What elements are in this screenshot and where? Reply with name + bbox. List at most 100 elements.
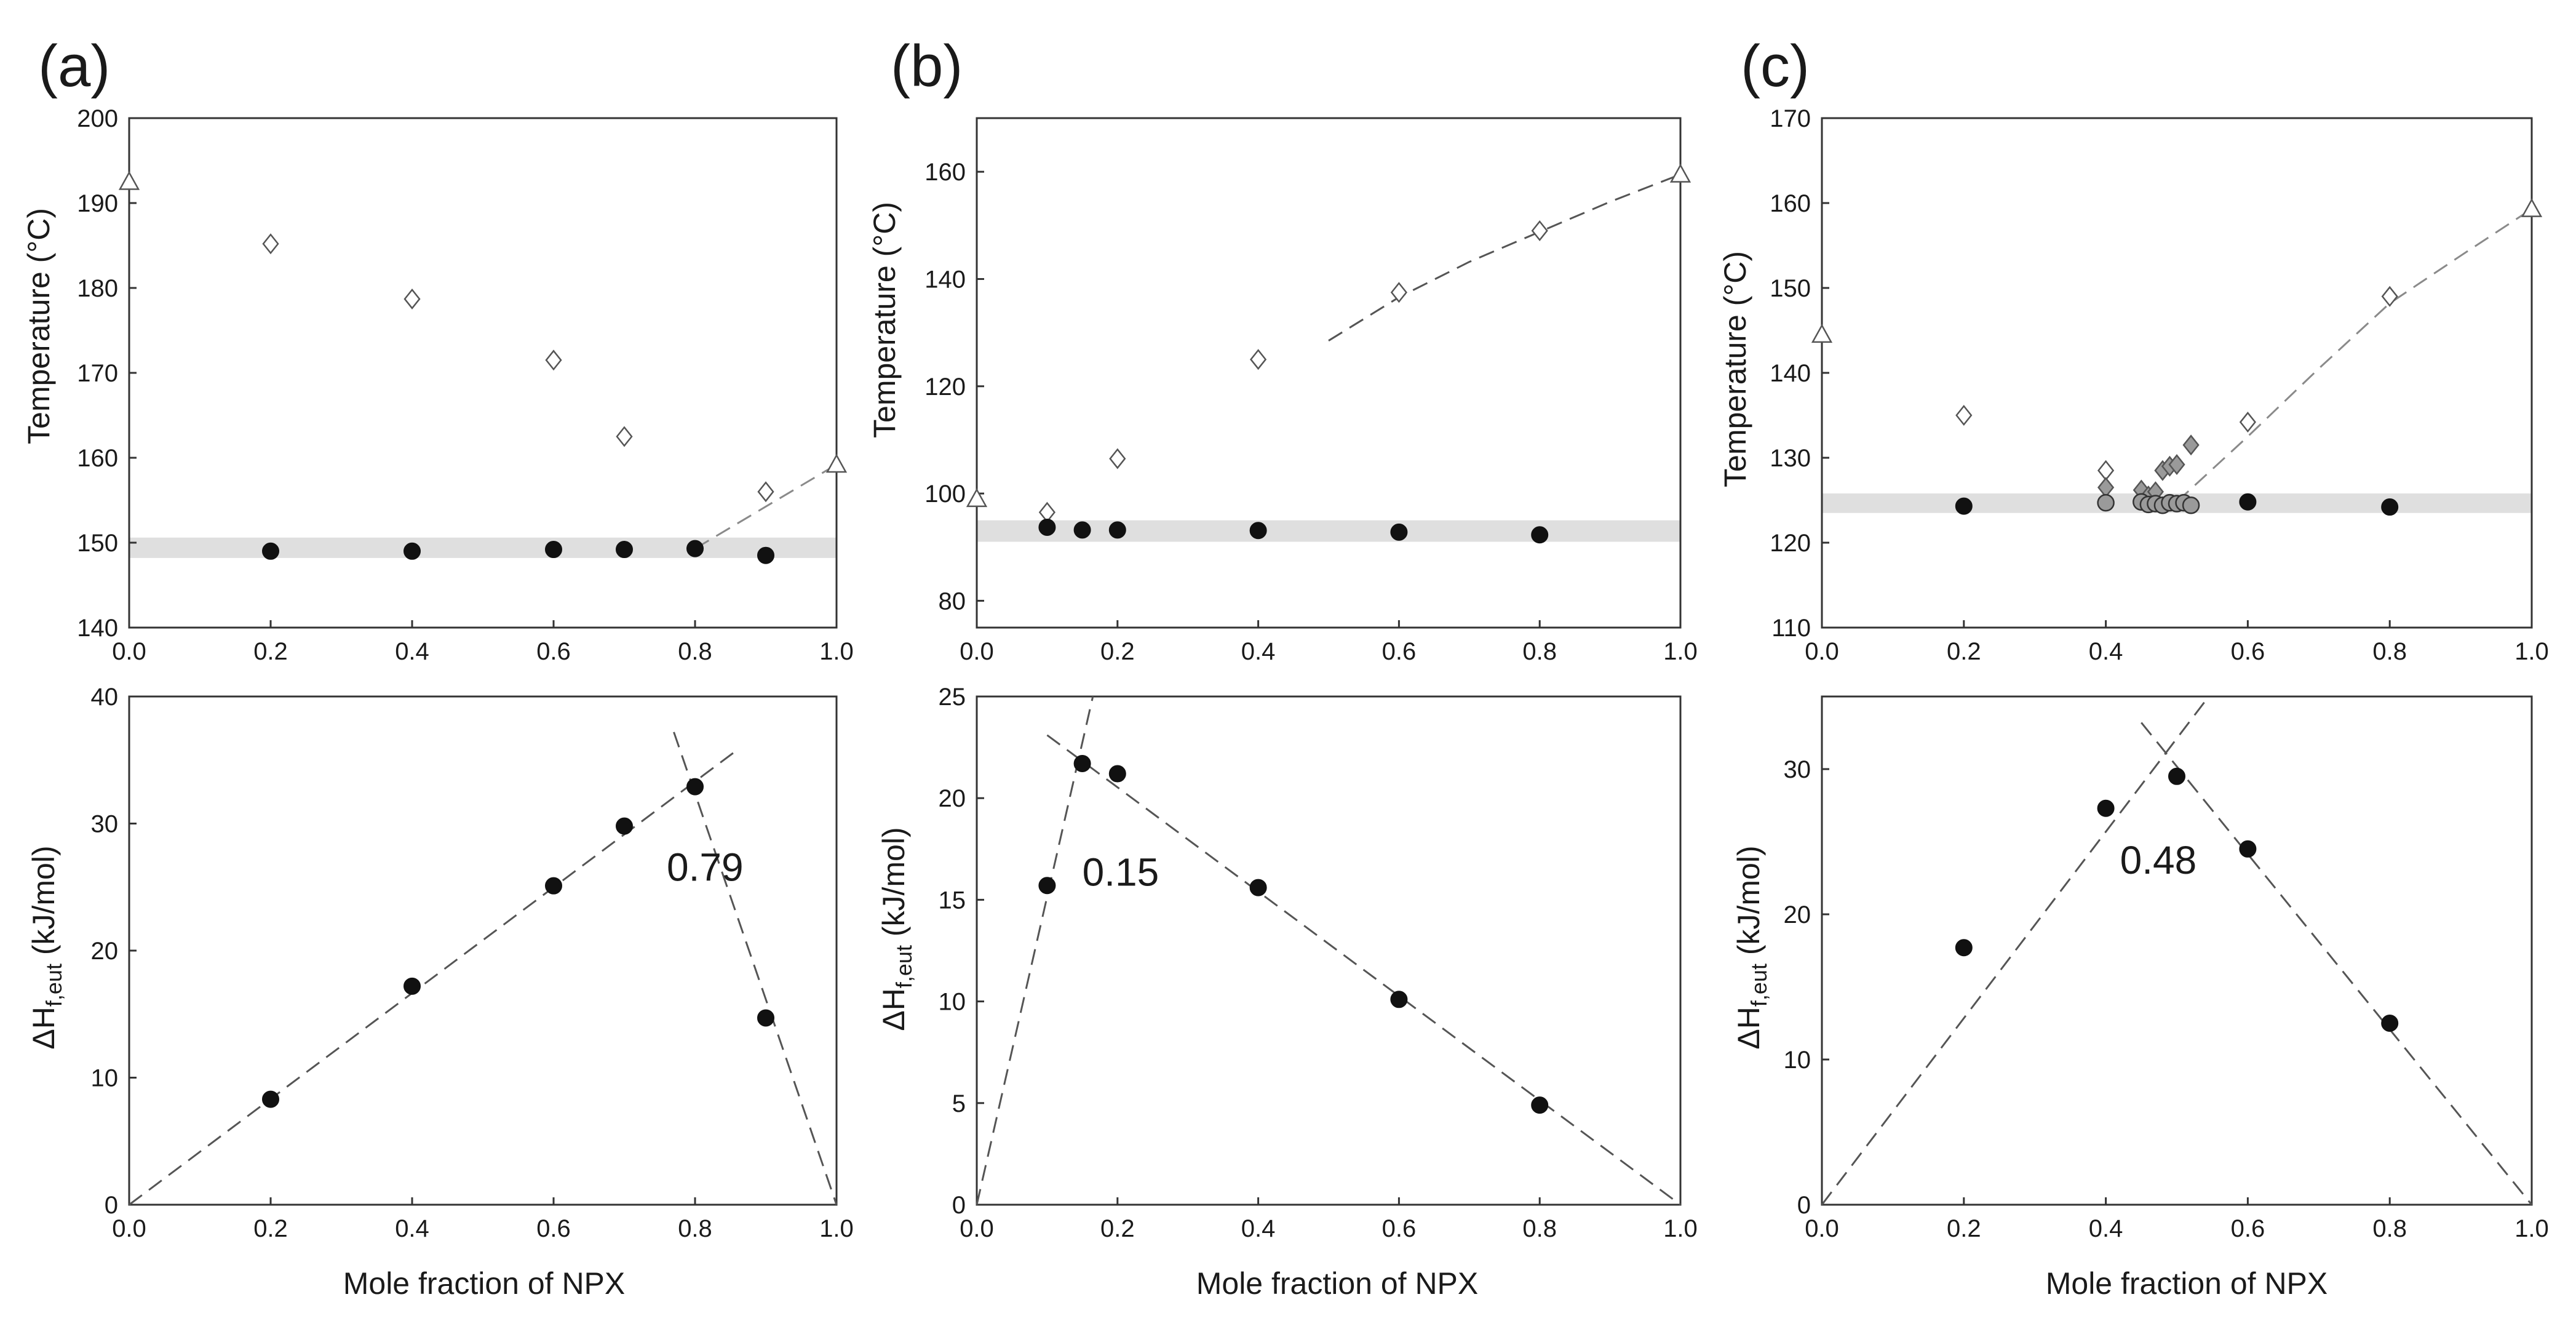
x-axis-title-b: Mole fraction of NPX (1196, 1266, 1479, 1301)
enthalpy-point-enthalpy-a (757, 1009, 774, 1027)
enthalpy-point-enthalpy-c (2097, 799, 2115, 817)
temperature-y-tick-label-a: 180 (77, 275, 118, 302)
y-axis-title-enthalpy-c: ΔHf,eut (kJ/mol) (1731, 845, 1771, 1049)
enthalpy-y-tick-label-b: 0 (952, 1192, 966, 1219)
temperature-point-eutectic-b (1531, 526, 1549, 544)
temperature-point-liquidus-fine-c (2168, 454, 2185, 476)
temperature-point-eutectic-a (616, 541, 633, 559)
enthalpy-dashed-line-c (1821, 696, 2210, 1205)
enthalpy-y-tick-label-b: 10 (939, 989, 966, 1016)
temperature-x-tick-label-c: 0.8 (2372, 638, 2407, 665)
temperature-y-tick-label-a: 140 (77, 615, 118, 642)
temperature-x-tick-label-c: 0.4 (2089, 638, 2123, 665)
temperature-point-pure-components-c (2521, 198, 2543, 217)
temperature-x-tick-label-a: 0.8 (678, 638, 712, 665)
temperature-point-eutectic-a (545, 541, 562, 559)
enthalpy-point-enthalpy-c (2239, 840, 2257, 858)
enthalpy-y-tick-label-a: 40 (91, 684, 119, 711)
panel-letter-a: (a) (38, 33, 110, 99)
enthalpy-dashed-line-c (2141, 722, 2533, 1205)
y-axis-title-enthalpy-b: ΔHf,eut (kJ/mol) (877, 827, 916, 1031)
enthalpy-y-tick-label-a: 10 (91, 1065, 119, 1092)
enthalpy-y-tick-label-c: 10 (1784, 1047, 1811, 1074)
temperature-plot-frame-b (976, 117, 1682, 629)
temperature-x-tick-label-b: 1.0 (1663, 638, 1698, 665)
temperature-point-eutectic-c (2381, 498, 2399, 516)
temperature-plot-a: 0.0 0.2 0.4 0.6 0.8 1.0 140 150 160 170 180 190 200 (77, 105, 854, 665)
temperature-x-tick-label-c: 0.6 (2231, 638, 2265, 665)
temperature-point-liquidus-c (1955, 404, 1973, 426)
temperature-x-tick-label-b: 0.0 (960, 638, 994, 665)
temperature-point-eutectic-fine-c (2182, 497, 2200, 514)
enthalpy-plot-b: 0.0 0.2 0.4 0.6 0.8 1.0 0 5 10 15 20 25 0.15 (939, 684, 1698, 1242)
enthalpy-x-tick-label-c: 0.6 (2231, 1215, 2265, 1242)
enthalpy-x-tick-label-a: 0.2 (253, 1215, 288, 1242)
temperature-point-pure-components-a (118, 170, 140, 190)
temperature-y-tick-label-c: 130 (1770, 445, 1811, 472)
temperature-point-pure-components-c (1811, 324, 1833, 343)
enthalpy-y-tick-label-c: 30 (1784, 756, 1811, 783)
temperature-point-liquidus-a (262, 233, 279, 255)
temperature-x-tick-label-b: 0.2 (1100, 638, 1135, 665)
enthalpy-x-tick-label-a: 0.6 (536, 1215, 571, 1242)
temperature-point-liquidus-c (2381, 285, 2398, 307)
temperature-point-eutectic-b (1038, 519, 1056, 537)
temperature-y-tick-label-b: 140 (924, 266, 966, 293)
temperature-y-tick-label-b: 100 (924, 481, 966, 508)
temperature-y-tick-label-a: 160 (77, 445, 118, 472)
enthalpy-y-tick-label-b: 15 (939, 887, 966, 914)
temperature-x-tick-label-b: 0.8 (1522, 638, 1557, 665)
enthalpy-point-enthalpy-c (2381, 1015, 2399, 1032)
enthalpy-x-tick-label-b: 0.6 (1382, 1215, 1417, 1242)
enthalpy-point-enthalpy-c (2168, 767, 2185, 785)
enthalpy-x-tick-label-c: 1.0 (2514, 1215, 2549, 1242)
enthalpy-y-tick-label-c: 0 (1797, 1192, 1811, 1219)
enthalpy-y-tick-label-b: 20 (939, 785, 966, 812)
temperature-y-tick-label-c: 150 (1770, 275, 1811, 302)
temperature-point-liquidus-a (616, 426, 633, 447)
enthalpy-x-tick-label-b: 1.0 (1663, 1215, 1698, 1242)
temperature-point-pure-components-b (966, 488, 988, 508)
temperature-x-tick-label-c: 1.0 (2514, 638, 2549, 665)
enthalpy-plot-frame-c (1821, 695, 2533, 1206)
temperature-point-eutectic-b (1108, 521, 1126, 539)
temperature-point-liquidus-b (1109, 448, 1126, 469)
enthalpy-point-enthalpy-a (616, 817, 633, 835)
enthalpy-point-enthalpy-b (1249, 879, 1267, 896)
temperature-x-tick-label-a: 0.6 (536, 638, 571, 665)
temperature-point-eutectic-b (1390, 523, 1408, 541)
temperature-point-eutectic-fine-c (2097, 493, 2115, 512)
enthalpy-y-tick-label-b: 25 (939, 684, 966, 711)
temperature-y-tick-label-c: 120 (1770, 530, 1811, 557)
temperature-point-liquidus-c (2239, 412, 2257, 433)
temperature-y-tick-label-b: 120 (924, 373, 966, 401)
y-axis-title-temperature-b: Temperature (°C) (867, 202, 902, 438)
x-axis-title-c: Mole fraction of NPX (2046, 1266, 2328, 1301)
enthalpy-plot-frame-b (976, 695, 1682, 1206)
enthalpy-y-tick-label-a: 20 (91, 938, 119, 965)
enthalpy-point-enthalpy-a (545, 877, 562, 895)
enthalpy-x-tick-label-c: 0.8 (2372, 1215, 2407, 1242)
enthalpy-point-enthalpy-c (1955, 939, 1973, 957)
temperature-point-eutectic-b (1073, 521, 1091, 539)
eutectic-composition-label-a: 0.79 (667, 845, 744, 889)
temperature-point-eutectic-c (2239, 493, 2257, 511)
enthalpy-point-enthalpy-b (1531, 1096, 1549, 1114)
temperature-point-liquidus-b (1390, 282, 1408, 303)
temperature-y-tick-label-c: 160 (1770, 190, 1811, 217)
temperature-point-eutectic-c (1955, 497, 1973, 515)
eutectic-band-a (129, 537, 837, 558)
enthalpy-x-tick-label-b: 0.4 (1241, 1215, 1276, 1242)
temperature-x-tick-label-a: 0.2 (253, 638, 288, 665)
y-axis-title-temperature-c: Temperature (°C) (1718, 251, 1752, 487)
enthalpy-x-tick-label-c: 0.2 (1947, 1215, 1981, 1242)
temperature-y-tick-label-a: 200 (77, 105, 118, 132)
temperature-y-tick-label-c: 170 (1770, 105, 1811, 132)
temperature-point-liquidus-b (1249, 349, 1267, 370)
panel-letter-c: (c) (1741, 33, 1810, 99)
temperature-x-tick-label-c: 0.2 (1947, 638, 1981, 665)
temperature-point-eutectic-a (403, 542, 421, 560)
enthalpy-dashed-line-a (673, 732, 838, 1205)
